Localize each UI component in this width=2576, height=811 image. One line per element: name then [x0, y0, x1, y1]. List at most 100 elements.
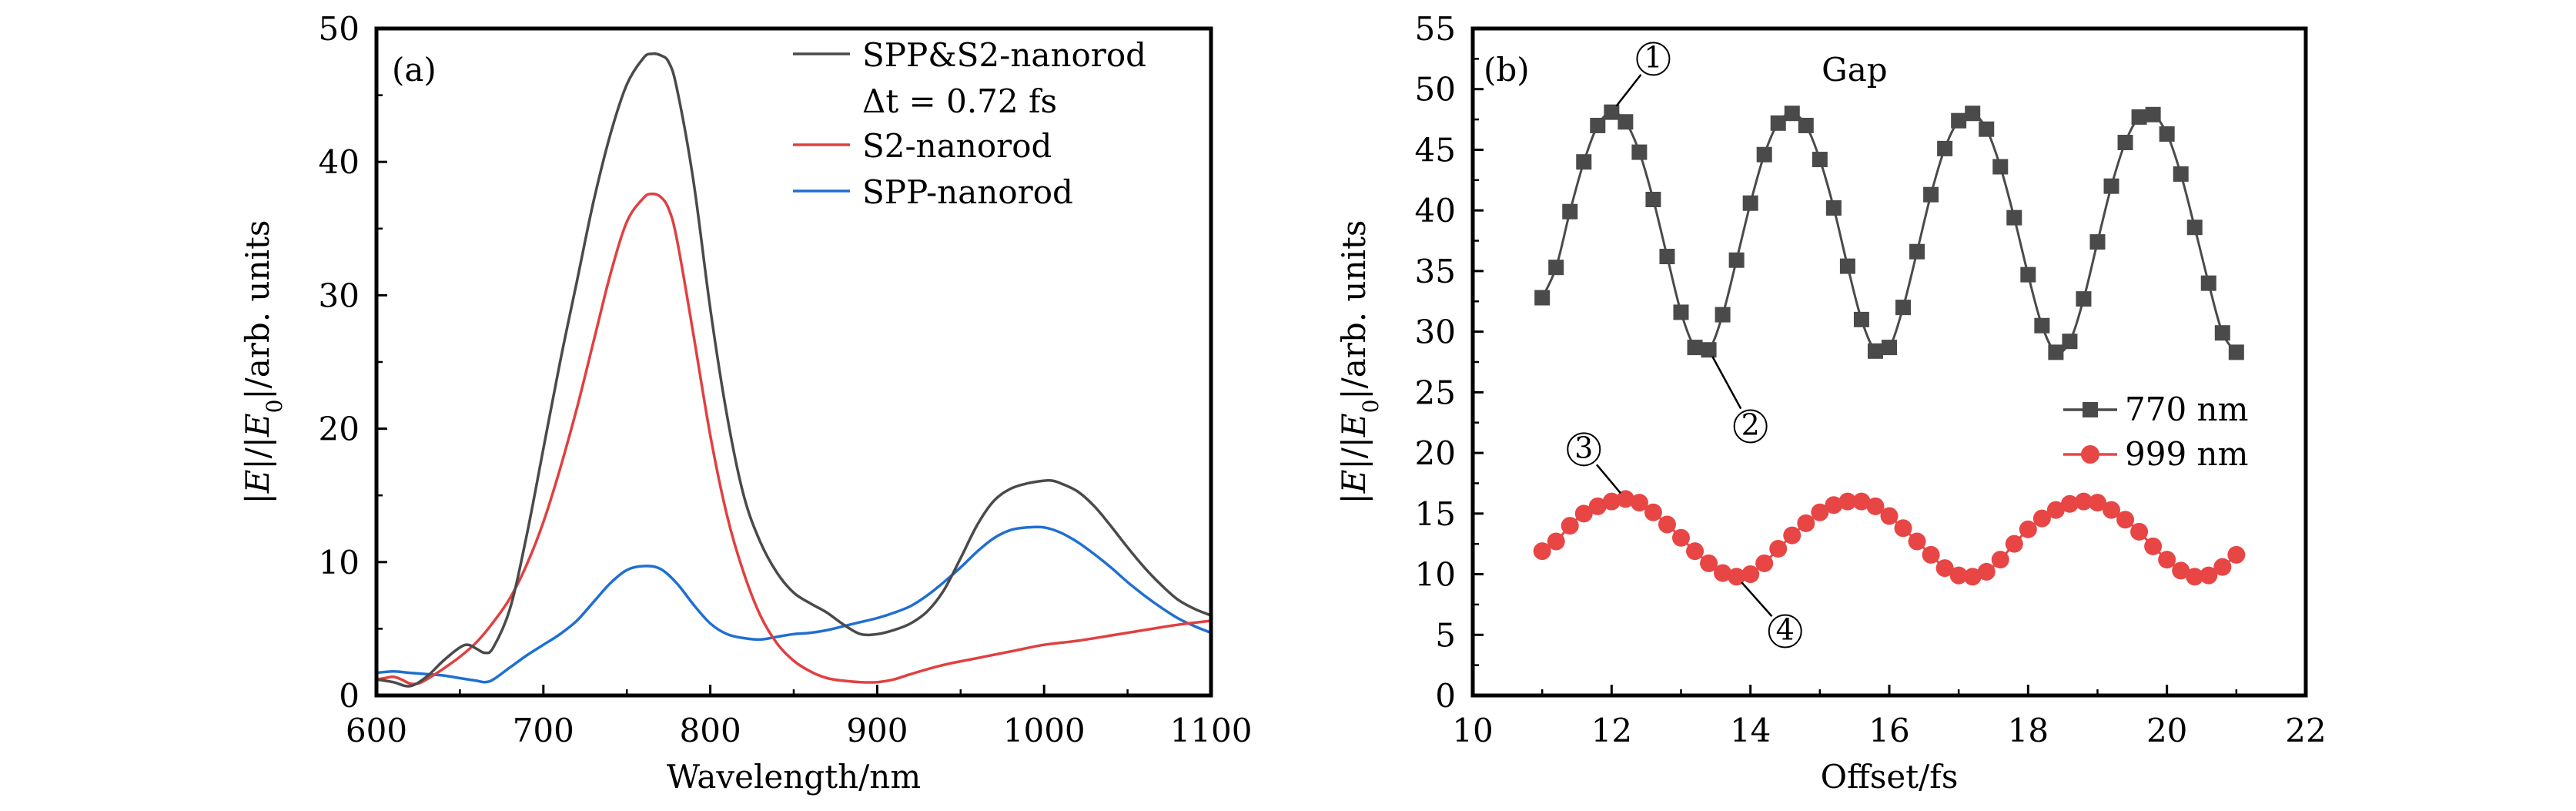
data-point-770nm — [1951, 112, 1967, 129]
data-point-770nm — [1631, 144, 1648, 160]
data-point-999nm — [2103, 501, 2121, 519]
data-point-770nm — [2117, 135, 2133, 151]
y-tick-label: 30 — [319, 276, 360, 314]
legend-marker-circle — [2081, 445, 2099, 464]
panel-a: 600 700 800 900 1000 1100 0 10 20 30 40 50 (a) Wave… — [239, 10, 1252, 796]
y-tick-label: 35 — [1415, 253, 1456, 290]
data-point-770nm — [1604, 104, 1620, 120]
panel-b-annotations: 1 2 3 4 — [1567, 40, 1802, 648]
y-tick-label: 15 — [1415, 495, 1456, 533]
data-point-770nm — [2186, 220, 2203, 236]
data-point-770nm — [1867, 343, 1883, 359]
data-point-999nm — [1977, 562, 1996, 581]
data-point-999nm — [2200, 566, 2218, 585]
legend-sublabel-delta-t: Δt = 0.72 fs — [862, 82, 1057, 120]
y-axis-title-part: E — [239, 413, 276, 437]
annotation-leader-line — [1615, 74, 1642, 107]
data-point-999nm — [1658, 515, 1676, 534]
data-point-770nm — [1715, 307, 1731, 323]
data-point-999nm — [2186, 568, 2204, 586]
panel-b-x-axis-title: Offset/fs — [1821, 758, 1959, 796]
panel-a-x-axis-title: Wavelength/nm — [667, 758, 921, 796]
y-tick-label: 55 — [1415, 10, 1456, 48]
data-point-999nm — [1714, 564, 1732, 582]
panel-b-title: Gap — [1822, 51, 1887, 89]
data-point-770nm — [1937, 140, 1953, 156]
x-tick-label: 600 — [346, 712, 407, 749]
legend-label-spp-s2: SPP&S2-nanorod — [862, 36, 1146, 74]
legend-label-770nm: 770 nm — [2125, 390, 2248, 428]
data-point-999nm — [1949, 566, 1968, 585]
y-axis-title-part: | — [1335, 493, 1373, 504]
data-point-999nm — [2074, 492, 2093, 511]
data-point-999nm — [2158, 551, 2176, 569]
data-point-999nm — [2005, 535, 2023, 553]
annotation-circle — [1768, 614, 1802, 648]
data-point-999nm — [1588, 497, 1607, 515]
panel-a-series — [376, 52, 1212, 688]
data-point-770nm — [1701, 342, 1717, 358]
data-point-999nm — [1700, 554, 1718, 572]
y-tick-label: 10 — [1415, 556, 1456, 594]
y-tick-label: 20 — [1415, 434, 1456, 472]
annotation-circle — [1733, 409, 1768, 444]
data-point-770nm — [1742, 195, 1758, 211]
y-tick-label: 20 — [319, 411, 360, 448]
data-point-999nm — [1616, 490, 1634, 508]
data-point-999nm — [1880, 507, 1899, 525]
data-point-770nm — [1923, 186, 1939, 203]
data-point-770nm — [1673, 304, 1689, 320]
data-point-770nm — [1645, 192, 1661, 208]
data-point-770nm — [1576, 154, 1592, 170]
data-point-770nm — [1756, 146, 1772, 163]
y-tick-label: 0 — [339, 677, 360, 715]
legend-label-s2: S2-nanorod — [862, 127, 1052, 165]
data-point-999nm — [2227, 545, 2246, 564]
data-point-999nm — [1561, 517, 1579, 535]
data-point-999nm — [2046, 501, 2065, 519]
data-point-999nm — [2060, 494, 2079, 513]
data-point-770nm — [2173, 166, 2189, 182]
data-point-770nm — [1992, 159, 2009, 175]
data-point-999nm — [1866, 497, 1885, 515]
y-tick-label: 25 — [1415, 374, 1456, 411]
annotation-label: 3 — [1574, 431, 1593, 464]
data-point-999nm — [1797, 514, 1815, 532]
x-tick-label: 14 — [1730, 712, 1771, 749]
data-point-999nm — [2172, 561, 2190, 580]
data-point-999nm — [1686, 542, 1705, 561]
annotation-label: 2 — [1741, 407, 1760, 441]
data-point-999nm — [1783, 526, 1802, 545]
data-point-999nm — [2213, 558, 2232, 576]
y-axis-title-part: |/| — [239, 437, 276, 469]
data-point-770nm — [1618, 114, 1634, 130]
data-point-999nm — [1644, 503, 1662, 521]
data-point-999nm — [2032, 509, 2051, 528]
data-point-999nm — [2116, 511, 2135, 529]
x-tick-label: 18 — [2008, 712, 2049, 749]
x-tick-label: 12 — [1591, 712, 1632, 749]
data-point-770nm — [1839, 258, 1855, 274]
data-point-999nm — [2019, 520, 2037, 538]
x-tick-label: 22 — [2285, 712, 2326, 749]
y-axis-title-part: E — [239, 470, 276, 494]
data-point-770nm — [1909, 243, 1925, 260]
data-point-770nm — [1548, 260, 1564, 276]
data-point-770nm — [2020, 266, 2036, 283]
annotation-circle — [1636, 42, 1671, 76]
y-tick-label: 40 — [319, 143, 360, 181]
panel-b-legend: 770 nm 999 nm — [2063, 390, 2248, 473]
data-point-770nm — [1979, 121, 1995, 137]
data-point-999nm — [1547, 532, 1565, 551]
data-point-999nm — [1811, 503, 1829, 521]
panel-b-series — [1533, 104, 2246, 586]
panel-b-label: (b) — [1484, 51, 1530, 89]
data-point-999nm — [1728, 568, 1746, 586]
y-tick-label: 5 — [1435, 616, 1456, 654]
x-tick-label: 1000 — [1003, 712, 1086, 749]
data-point-770nm — [2103, 178, 2119, 194]
data-point-999nm — [1825, 496, 1843, 514]
y-tick-label: 10 — [319, 544, 360, 581]
data-point-999nm — [1838, 492, 1857, 511]
